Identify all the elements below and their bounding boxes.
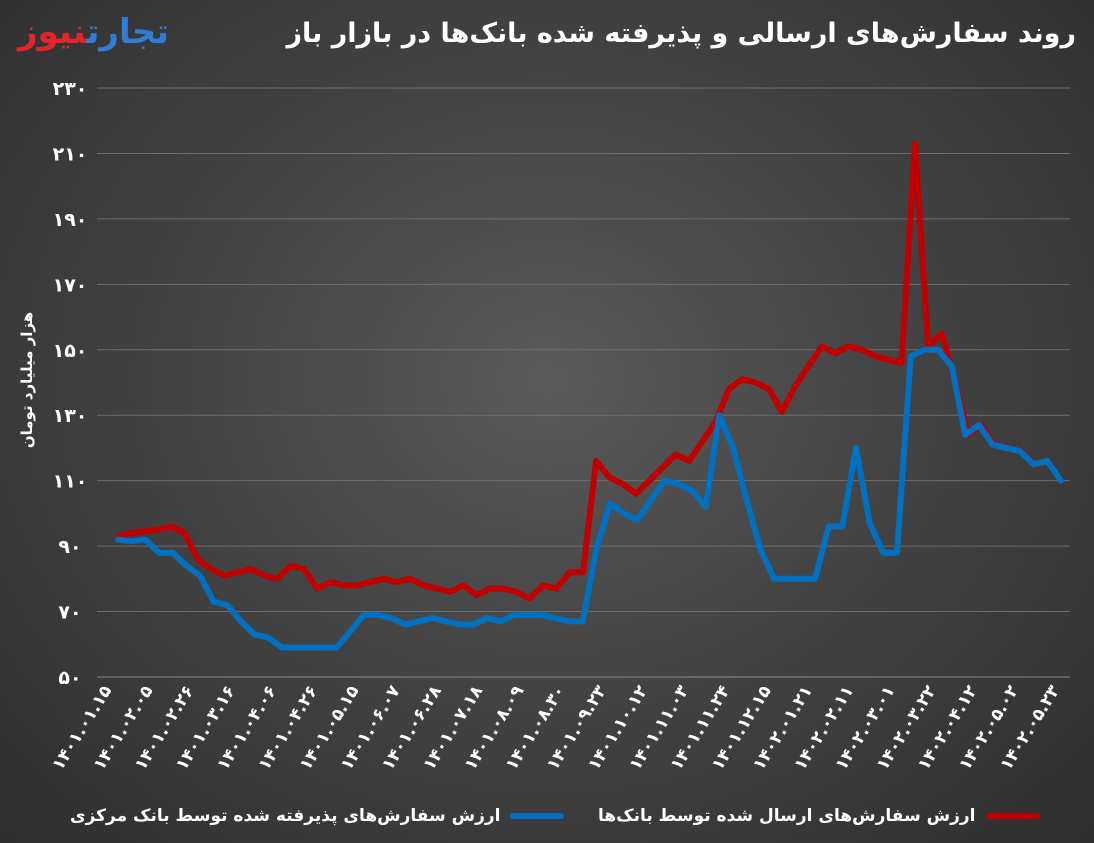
legend-item-accepted: ارزش سفارش‌های پذیرفته شده توسط بانک مرک… [70,802,565,830]
legend-swatch-sent [985,813,1040,819]
y-tick-label: ۵۰ [58,667,81,689]
logo-part-1: تجارت [86,12,170,52]
y-axis-label: هزار میلیارد تومان [18,311,36,449]
y-tick-label: ۲۳۰ [53,78,88,100]
chart-title: روند سفارش‌های ارسالی و پذیرفته شده بانک… [286,18,1077,49]
y-tick-label: ۱۵۰ [53,340,88,362]
logo-part-2: نیوز [18,12,88,52]
brand-logo: تجارتنیوز [18,12,170,52]
y-tick-label: ۹۰ [58,536,81,558]
series-line-sent [115,140,1064,602]
y-tick-label: ۷۰ [58,602,81,624]
y-tick-label: ۱۳۰ [53,405,88,427]
legend-item-sent: ارزش سفارش‌های ارسال شده توسط بانک‌ها [598,802,1040,830]
legend-swatch-accepted [510,813,565,819]
legend-label-sent: ارزش سفارش‌های ارسال شده توسط بانک‌ها [598,806,976,826]
series-line-accepted [115,346,1064,651]
y-tick-label: ۱۹۰ [53,209,88,231]
y-tick-label: ۱۷۰ [53,274,88,296]
y-tick-label: ۲۱۰ [53,143,88,165]
y-tick-label: ۱۱۰ [53,471,88,493]
legend-label-accepted: ارزش سفارش‌های پذیرفته شده توسط بانک مرک… [70,806,501,826]
